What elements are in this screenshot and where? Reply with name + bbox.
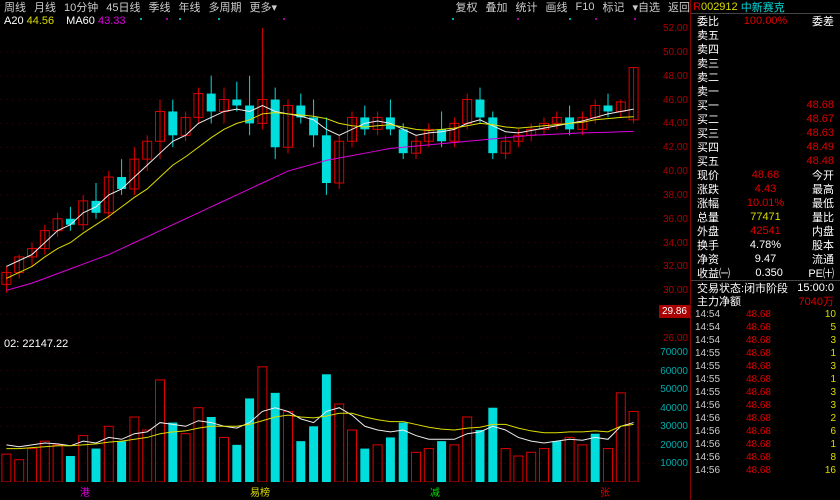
toolbar-item[interactable]: 季线 (149, 0, 171, 15)
toolbar-item[interactable]: 统计 (516, 0, 538, 15)
tick-row: 14:5448.683 (691, 334, 840, 347)
toolbar-item[interactable]: 10分钟 (64, 0, 98, 15)
bid-row: 买五48.48 (691, 154, 840, 168)
volume-label: 02: 22147.22 港易榜减张 (0, 338, 690, 352)
tick-row: 14:5648.688 (691, 451, 840, 464)
main-flow: 主力净额 7040万 (691, 294, 840, 308)
toolbar-item[interactable]: ▾自选 (632, 0, 660, 15)
timeframe-toolbar[interactable]: 周线月线 10分钟 45日线季线年线多周期更多▾ 复权叠加统计画线 F10 标记 ▾自选返回 (0, 0, 690, 14)
info-row: 涨跌4.43最高 (691, 182, 840, 196)
tick-row: 14:5648.682 (691, 412, 840, 425)
ask-row: 卖一 (691, 84, 840, 98)
tick-row: 14:5548.681 (691, 347, 840, 360)
tick-row: 14:5448.685 (691, 321, 840, 334)
toolbar-item[interactable]: 月线 (34, 0, 56, 15)
bid-row: 买四48.49 (691, 140, 840, 154)
tick-row: 14:5648.681 (691, 438, 840, 451)
marker-dots (0, 18, 690, 28)
toolbar-item[interactable]: 标记 (602, 0, 624, 15)
tick-list: 14:5448.681014:5448.68514:5448.68314:554… (691, 308, 840, 478)
tick-row: 14:5448.6810 (691, 308, 840, 321)
info-row: 涨幅10.01%最低 (691, 196, 840, 210)
ask-row: 卖五 (691, 28, 840, 42)
toolbar-item[interactable]: 年线 (179, 0, 201, 15)
toolbar-item[interactable]: 多周期 (209, 0, 242, 15)
weibi-row: 委比 100.00% 委差 (691, 14, 840, 28)
toolbar-item[interactable]: 45日线 (106, 0, 140, 15)
ask-row: 卖三 (691, 56, 840, 70)
candlestick-chart[interactable]: 52.61 26.0028.0030.0032.0034.0036.0038.0… (0, 28, 690, 338)
price-tag: 29.86 (659, 305, 690, 318)
bid-row: 买一48.68 (691, 98, 840, 112)
toolbar-item[interactable]: 周线 (4, 0, 26, 15)
toolbar-item[interactable]: 返回 (668, 0, 690, 15)
tick-row: 14:5648.683 (691, 399, 840, 412)
ask-row: 卖二 (691, 70, 840, 84)
info-row: 换手4.78%股本 (691, 238, 840, 252)
toolbar-item[interactable]: 复权 (456, 0, 478, 15)
quote-panel: R 002912 中新赛克 委比 100.00% 委差 卖五卖四卖三卖二卖一 买… (690, 0, 840, 500)
info-row: 收益㈠0.350PE㈩ (691, 266, 840, 280)
info-row: 净资9.47流通 (691, 252, 840, 266)
info-row: 现价48.68今开 (691, 168, 840, 182)
tick-row: 14:5648.686 (691, 425, 840, 438)
bid-row: 买三48.63 (691, 126, 840, 140)
trade-status: 交易状态:闭市阶段 15:00:0 (691, 280, 840, 294)
toolbar-item[interactable]: 画线 (546, 0, 568, 15)
tick-row: 14:5548.683 (691, 386, 840, 399)
toolbar-item[interactable]: F10 (576, 1, 595, 13)
volume-chart[interactable]: 10000200003000040000500006000070000 (0, 352, 690, 482)
info-row: 外盘42541内盘 (691, 224, 840, 238)
tick-row: 14:5548.683 (691, 360, 840, 373)
tick-row: 14:5648.6816 (691, 464, 840, 477)
toolbar-item[interactable]: 叠加 (486, 0, 508, 15)
info-row: 总量77471量比 (691, 210, 840, 224)
ask-row: 卖四 (691, 42, 840, 56)
bid-row: 买二48.67 (691, 112, 840, 126)
tick-row: 14:5548.681 (691, 373, 840, 386)
toolbar-item[interactable]: 更多▾ (250, 0, 278, 15)
stock-header: R 002912 中新赛克 (691, 0, 840, 14)
